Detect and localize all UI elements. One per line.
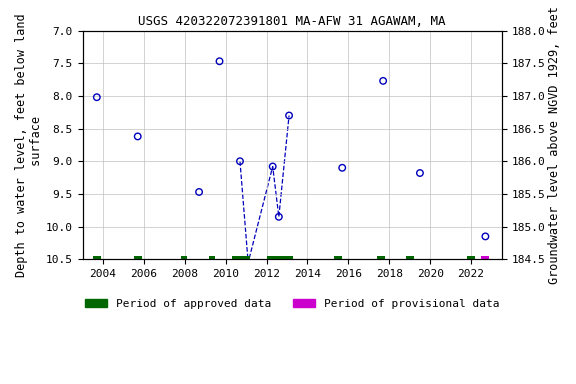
Y-axis label: Depth to water level, feet below land
 surface: Depth to water level, feet below land su… — [15, 13, 43, 277]
Bar — [482, 256, 490, 260]
Bar — [467, 256, 475, 260]
Point — [215, 58, 224, 65]
Y-axis label: Groundwater level above NGVD 1929, feet: Groundwater level above NGVD 1929, feet — [548, 6, 561, 284]
Point — [268, 164, 277, 170]
Point — [338, 165, 347, 171]
Point — [378, 78, 388, 84]
Legend: Period of approved data, Period of provisional data: Period of approved data, Period of provi… — [80, 294, 504, 313]
Point — [274, 214, 283, 220]
Point — [285, 113, 294, 119]
Bar — [267, 256, 293, 260]
Point — [133, 133, 142, 139]
Bar — [232, 256, 250, 260]
Point — [415, 170, 425, 176]
Bar — [134, 256, 142, 260]
Bar — [93, 256, 101, 260]
Point — [92, 94, 101, 100]
Point — [481, 233, 490, 240]
Bar — [406, 256, 414, 260]
Point — [195, 189, 204, 195]
Point — [236, 158, 245, 164]
Bar — [209, 256, 215, 260]
Bar — [377, 256, 385, 260]
Point — [244, 260, 253, 266]
Bar — [181, 256, 187, 260]
Title: USGS 420322072391801 MA-AFW 31 AGAWAM, MA: USGS 420322072391801 MA-AFW 31 AGAWAM, M… — [138, 15, 446, 28]
Bar — [334, 256, 342, 260]
